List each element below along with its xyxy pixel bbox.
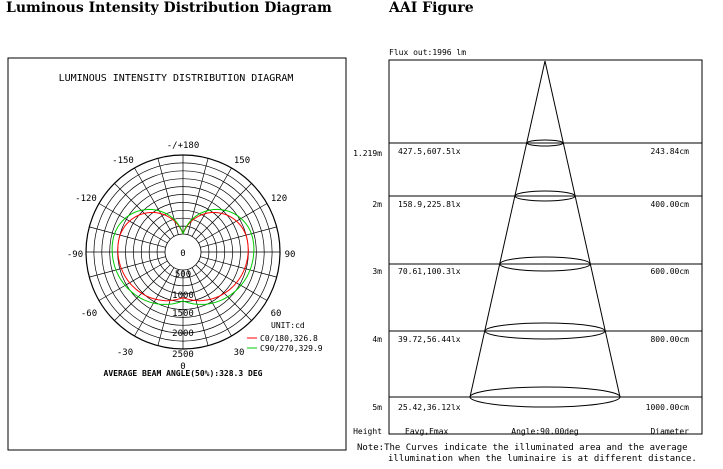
legend-label-c90: C90/270,329.9 (260, 344, 323, 353)
cone-left-edge (469, 60, 546, 398)
grid-spoke (200, 256, 277, 278)
grid-spoke (195, 183, 252, 240)
grid-spoke (191, 167, 232, 237)
polar-curves (111, 208, 255, 305)
diameter-5: 1000.00cm (646, 403, 690, 412)
angle-label-120: 120 (271, 194, 287, 204)
diameter-3: 600.00cm (650, 267, 689, 276)
angle-label-minus30: -30 (117, 348, 133, 358)
illuminance-4: 39.72,56.44lx (398, 335, 461, 344)
unit-label: UNIT:cd (271, 321, 305, 330)
angle-label-60: 60 (271, 309, 282, 319)
diameter-2: 400.00cm (650, 200, 689, 209)
beam-ellipse-4 (484, 322, 606, 340)
polar-title: LUMINOUS INTENSITY DISTRIBUTION DIAGRAM (59, 73, 294, 84)
grid-spoke (114, 264, 171, 321)
illuminance-2: 158.9,225.8lx (398, 200, 461, 209)
footer-height: Height (353, 427, 382, 436)
angle-label-90: 90 (285, 250, 296, 260)
beam-ellipse-5 (469, 386, 621, 408)
aai-figure-heading: AAI Figure (389, 0, 474, 16)
beam-ellipse-1 (526, 139, 564, 147)
height-label-5: 5m (372, 403, 382, 412)
curve-c90-270 (111, 208, 255, 305)
grid-spoke (191, 267, 232, 337)
illuminance-3: 70.61,100.3lx (398, 267, 461, 276)
note-line-1: Note:The Curves indicate the illuminated… (357, 443, 688, 453)
angle-label-0: 0 (180, 362, 185, 372)
angle-label-150: 150 (234, 156, 250, 166)
grid-spoke (157, 269, 179, 346)
footer-eavg: Eavg,Emax (405, 427, 449, 436)
angle-label-minus120: -120 (75, 194, 97, 204)
polar-diagram-heading: Luminous Intensity Distribution Diagram (6, 0, 332, 16)
height-label-2: 2m (372, 200, 382, 209)
angle-label-minus150: -150 (112, 156, 134, 166)
grid-spoke (89, 256, 166, 278)
radial-label-2500: 2500 (172, 350, 194, 360)
footer-angle: Angle:90.00deg (511, 427, 579, 436)
grid-spoke (134, 167, 175, 237)
footer-diameter: Diameter (650, 427, 689, 436)
grid-spoke (89, 226, 166, 248)
legend-label-c0: C0/180,326.8 (260, 334, 318, 343)
height-label-3: 3m (372, 267, 382, 276)
grid-spoke (200, 226, 277, 248)
diameter-1: 243.84cm (650, 147, 689, 156)
grid-spoke (134, 267, 175, 337)
angle-label-30: 30 (234, 348, 245, 358)
polar-grid (85, 154, 281, 350)
grid-spoke (198, 203, 268, 244)
radial-label-1500: 1500 (172, 309, 194, 319)
radial-label-0: 0 (180, 249, 185, 259)
radial-label-2000: 2000 (172, 329, 194, 339)
curve-c0-180 (117, 212, 249, 302)
radial-label-500: 500 (175, 270, 191, 280)
angle-label-minus60: -60 (81, 309, 97, 319)
angle-label-180: -/+180 (167, 141, 200, 151)
note-line-2: illumination when the luminaire is at di… (388, 454, 697, 464)
grid-spoke (187, 269, 209, 346)
height-label-4: 4m (372, 335, 382, 344)
beam-ellipse-2 (514, 190, 576, 202)
diameter-4: 800.00cm (650, 335, 689, 344)
cone-right-edge (544, 60, 621, 398)
illuminance-5: 25.42,36.12lx (398, 403, 461, 412)
grid-spoke (98, 260, 168, 301)
grid-spoke (195, 264, 252, 321)
polar-panel-frame (7, 57, 347, 451)
grid-spoke (114, 183, 171, 240)
beam-ellipse-3 (499, 256, 591, 272)
height-label-1: 1.219m (353, 149, 382, 158)
beam-angle-text: AVERAGE BEAM ANGLE(50%):328.3 DEG (104, 369, 263, 378)
illuminance-1: 427.5,607.5lx (398, 147, 461, 156)
radial-label-1000: 1000 (172, 291, 194, 301)
aai-panel-frame (388, 59, 703, 435)
flux-out-text: Flux out:1996 lm (389, 48, 466, 57)
angle-label-minus90: -90 (67, 250, 83, 260)
grid-spoke (198, 260, 268, 301)
grid-spoke (98, 203, 168, 244)
